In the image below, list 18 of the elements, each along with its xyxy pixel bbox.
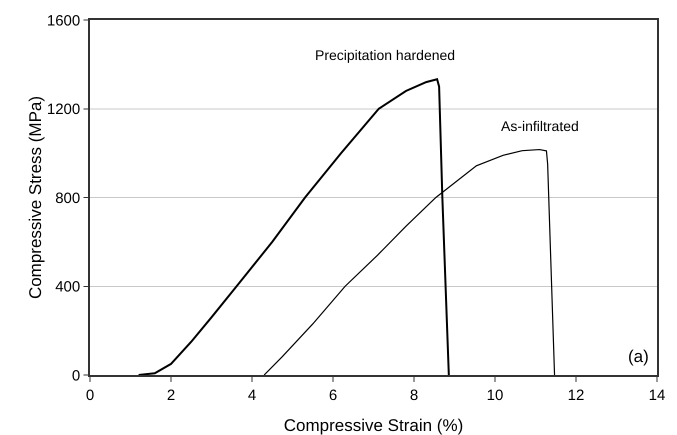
- y-axis-title: Compressive Stress (MPa): [26, 96, 45, 300]
- x-tick-label: 0: [86, 386, 94, 404]
- x-tick-label: 14: [648, 386, 666, 404]
- series-label: As-infiltrated: [501, 118, 579, 134]
- y-tick-label: 0: [72, 367, 80, 384]
- series-label: Precipitation hardened: [315, 47, 456, 63]
- x-tick-label: 10: [486, 386, 504, 404]
- x-axis-title: Compressive Strain (%): [284, 416, 464, 435]
- x-tick-label: 4: [248, 386, 256, 404]
- x-tick-label: 2: [166, 386, 176, 404]
- y-tick-label: 1600: [46, 12, 80, 30]
- annotation: (a): [628, 347, 649, 366]
- y-tick-label: 800: [55, 190, 80, 207]
- x-tick-label: 12: [568, 386, 584, 404]
- x-tick-label: 6: [328, 386, 338, 404]
- y-tick-label: 400: [55, 278, 80, 296]
- x-tick-label: 8: [410, 386, 418, 404]
- y-tick-label: 1200: [46, 101, 80, 118]
